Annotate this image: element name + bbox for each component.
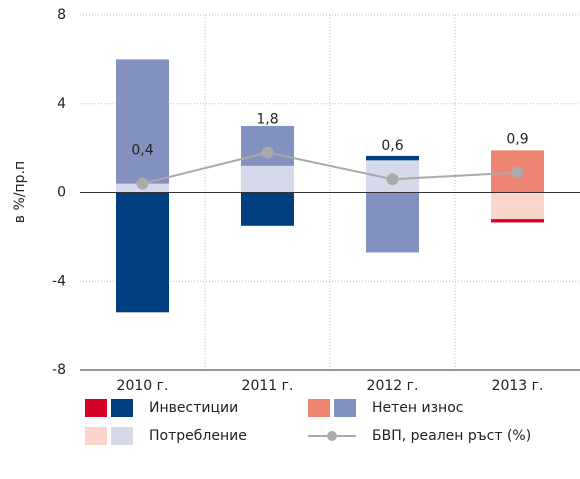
gdp-value-label: 0,4 — [131, 143, 153, 159]
gdp-value-label: 0,9 — [506, 132, 528, 148]
x-tick-label: 2012 г. — [367, 378, 419, 394]
legend-swatch — [111, 399, 133, 417]
legend-label: БВП, реален ръст (%) — [372, 428, 531, 444]
bar-segment — [241, 125, 294, 166]
gdp-point — [261, 146, 274, 159]
legend-swatch — [85, 399, 107, 417]
bar-segment — [116, 192, 169, 313]
y-tick-label: 0 — [57, 185, 66, 201]
bar-segment — [366, 155, 419, 161]
legend-swatch — [111, 427, 133, 445]
bar-segment — [366, 192, 419, 253]
gdp-value-label: 1,8 — [256, 112, 278, 128]
bar-segment — [241, 165, 294, 193]
y-tick-label: -4 — [52, 273, 66, 289]
bar-segment — [491, 192, 544, 220]
legend-swatch — [308, 399, 330, 417]
y-tick-label: 4 — [57, 96, 66, 112]
gdp-point — [386, 173, 399, 186]
legend-swatch — [334, 399, 356, 417]
x-tick-label: 2013 г. — [492, 378, 544, 394]
legend-label: Инвестиции — [149, 400, 238, 416]
gdp-line — [142, 151, 518, 185]
gdp-point — [136, 177, 149, 190]
bar-segment — [491, 219, 544, 223]
bar-segment — [241, 192, 294, 226]
legend-label: Нетен износ — [372, 400, 463, 416]
gdp-value-label: 0,6 — [381, 138, 403, 154]
bar-segment — [116, 59, 169, 184]
y-tick-label: -8 — [52, 362, 66, 378]
x-tick-label: 2010 г. — [117, 378, 169, 394]
y-axis-label: в %/пр.п — [12, 161, 28, 223]
legend-label: Потребление — [149, 428, 247, 444]
legend-marker — [327, 431, 337, 441]
legend-swatch — [85, 427, 107, 445]
x-tick-label: 2011 г. — [242, 378, 294, 394]
gdp-point — [511, 166, 524, 179]
y-tick-label: 8 — [57, 7, 66, 23]
